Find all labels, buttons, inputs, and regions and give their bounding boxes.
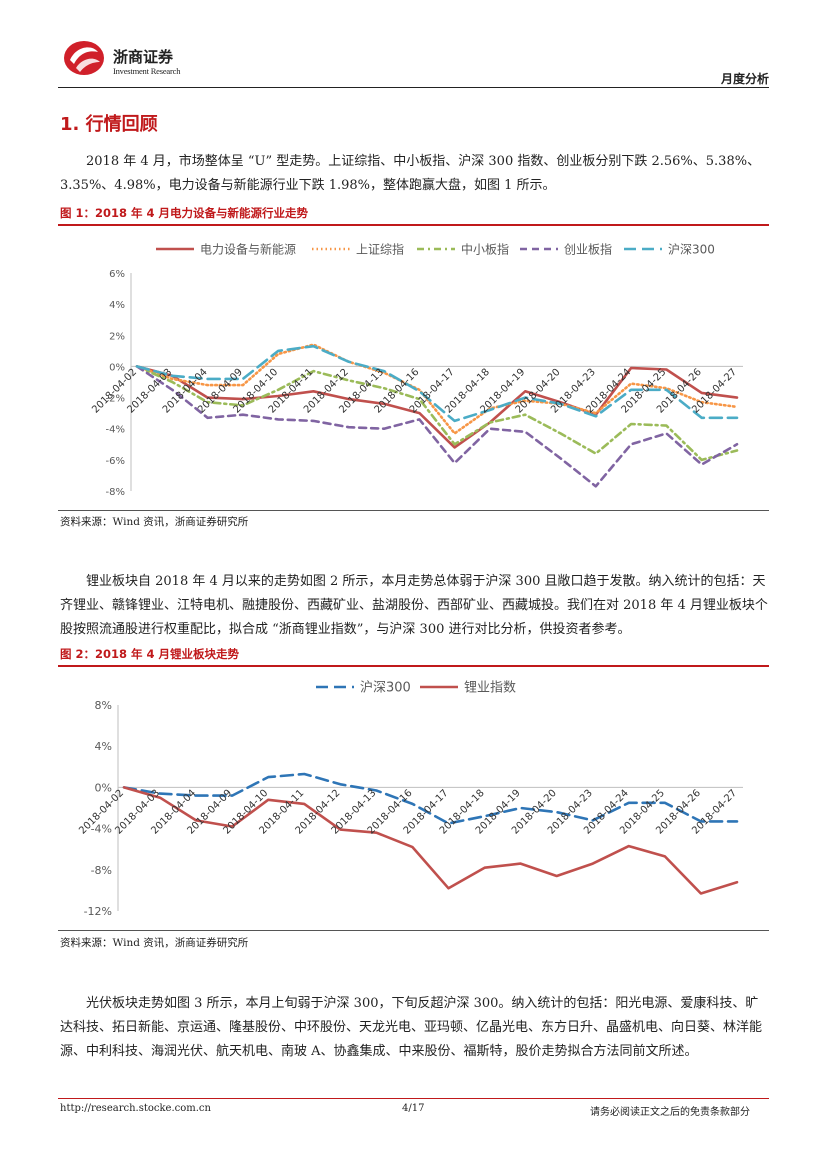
- brand-name-cn: 浙商证券: [113, 48, 174, 66]
- figure-1-bottom-rule: [58, 510, 769, 511]
- y-tick-label: -8%: [106, 487, 125, 498]
- paragraph-photovoltaic: 光伏板块走势如图 3 所示，本月上旬弱于沪深 300，下旬反超沪深 300。纳入…: [60, 996, 763, 1059]
- paragraph-lithium: 锂业板块自 2018 年 4 月以来的走势如图 2 所示，本月走势总体弱于沪深 …: [60, 574, 768, 637]
- footer-divider: [58, 1098, 769, 1099]
- figure-2-source: 资料来源：Wind 资讯，浙商证券研究所: [60, 937, 249, 949]
- y-tick-label: 6%: [109, 269, 125, 280]
- series-line-0: [122, 772, 739, 825]
- section-title: 1. 行情回顾: [60, 114, 158, 135]
- legend-label: 上证综指: [356, 242, 404, 257]
- series-line-0: [135, 365, 739, 449]
- legend-label: 电力设备与新能源: [200, 242, 296, 257]
- y-tick-label: -2%: [106, 394, 125, 405]
- header: 浙商证券 Investment Research 月度分析: [0, 0, 827, 95]
- y-tick-label: -6%: [106, 456, 125, 467]
- y-tick-label: 4%: [109, 300, 125, 311]
- brand-name-en: Investment Research: [113, 66, 181, 76]
- header-divider: [58, 87, 769, 88]
- footer-url[interactable]: http://research.stocke.com.cn: [60, 1103, 211, 1114]
- series-line-3: [135, 365, 739, 488]
- figure-2-rule: [58, 665, 769, 667]
- chart-lithium-index: 8%4%0%-4%-8%-12%2018-04-022018-04-032018…: [77, 680, 743, 918]
- series-line-4: [135, 344, 739, 423]
- y-tick-label: 4%: [95, 740, 112, 753]
- y-tick-label: 2%: [109, 331, 125, 342]
- figure-2-title: 图 2：2018 年 4 月锂业板块走势: [60, 647, 240, 661]
- figure-1-source: 资料来源：Wind 资讯，浙商证券研究所: [60, 516, 249, 528]
- chart-sector-performance: 6%4%2%0%-2%-4%-6%-8%2018-04-022018-04-03…: [90, 242, 743, 498]
- footer-page-number: 4/17: [402, 1103, 425, 1114]
- y-tick-label: -8%: [91, 864, 112, 877]
- y-tick-label: 0%: [95, 781, 112, 794]
- legend-label: 中小板指: [461, 242, 509, 257]
- report-type: 月度分析: [721, 72, 770, 86]
- y-tick-label: -4%: [106, 425, 125, 436]
- y-tick-label: 8%: [95, 699, 112, 712]
- figure-1-title: 图 1：2018 年 4 月电力设备与新能源行业走势: [60, 206, 309, 220]
- legend-label: 沪深300: [668, 243, 715, 257]
- series-line-2: [135, 365, 739, 462]
- figure-2-bottom-rule: [58, 930, 769, 931]
- legend-label: 沪深300: [360, 680, 411, 696]
- legend-label: 锂业指数: [464, 681, 516, 696]
- y-tick-label: 0%: [109, 362, 125, 373]
- brand-logo-icon: [64, 41, 104, 75]
- paragraph-market-review: 2018 年 4 月，市场整体呈 “U” 型走势。上证综指、中小板指、沪深 30…: [60, 154, 761, 193]
- figure-1-rule: [58, 224, 769, 226]
- y-tick-label: -4%: [91, 823, 112, 836]
- series-line-1: [122, 786, 739, 895]
- y-tick-label: -12%: [84, 905, 112, 918]
- footer-disclaimer: 请务必阅读正文之后的免责条款部分: [590, 1107, 750, 1118]
- series-line-1: [135, 343, 739, 435]
- legend-label: 创业板指: [564, 242, 612, 257]
